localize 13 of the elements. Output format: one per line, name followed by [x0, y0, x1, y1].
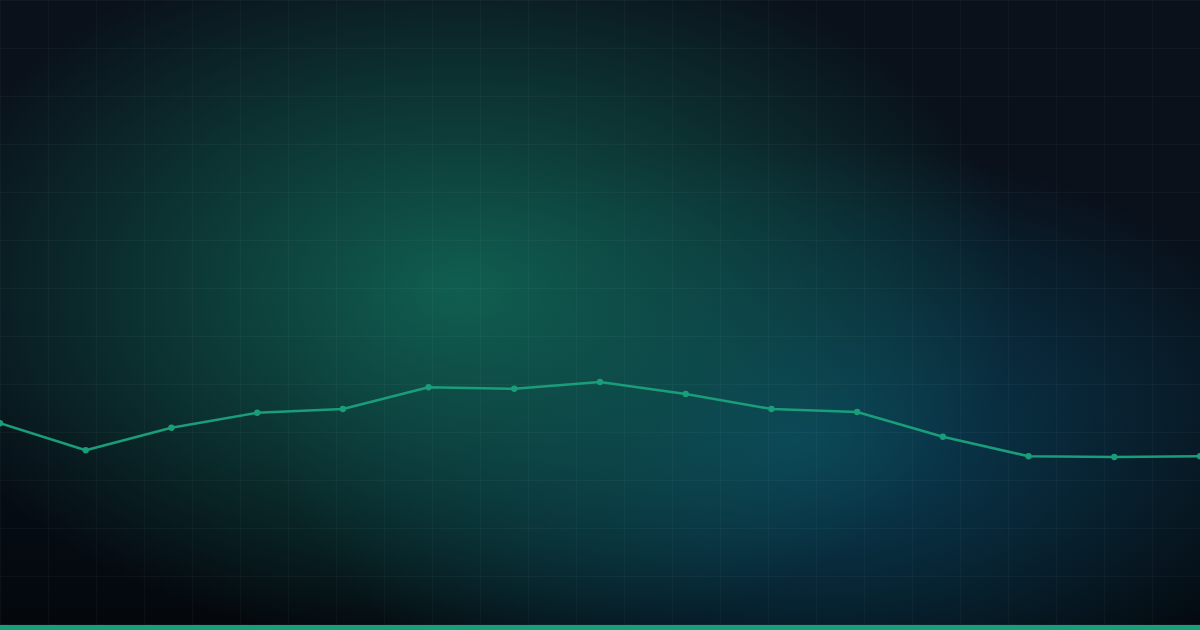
point: [168, 424, 175, 431]
point: [596, 378, 604, 386]
point: [853, 408, 861, 416]
point: [1025, 453, 1032, 460]
point: [511, 385, 518, 392]
point: [1111, 453, 1118, 461]
point: [939, 433, 947, 440]
point: [682, 390, 689, 398]
point: [253, 409, 261, 416]
point: [768, 405, 775, 413]
point: [339, 405, 347, 413]
point: [425, 384, 432, 391]
point: [82, 447, 89, 454]
